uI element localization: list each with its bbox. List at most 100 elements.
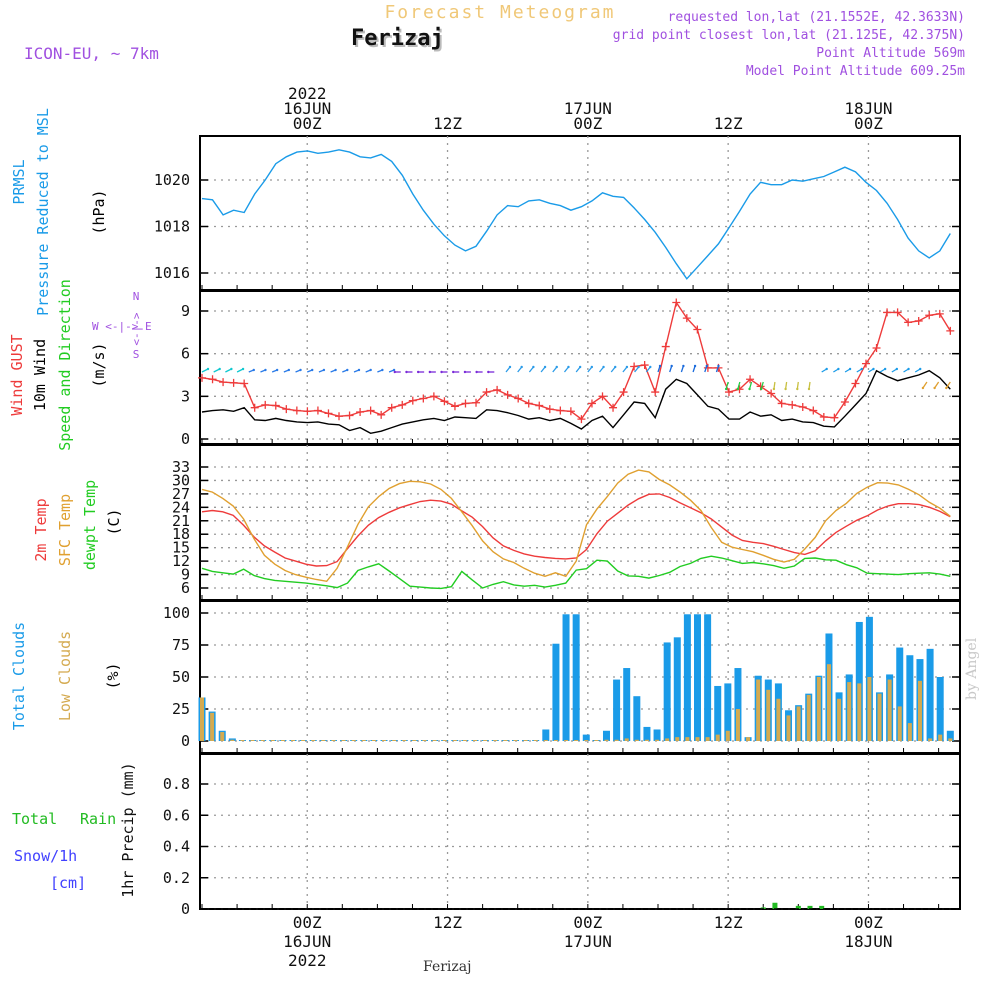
wind-arrow-head bbox=[649, 365, 652, 369]
gust-marker bbox=[208, 375, 217, 384]
wind-speed-direction-label: Speed and Direction bbox=[56, 279, 74, 451]
series-line-wind-gust bbox=[201, 300, 951, 421]
page-title: Forecast Meteogram bbox=[384, 2, 616, 23]
compass-south: S bbox=[133, 348, 140, 361]
gust-marker bbox=[619, 388, 628, 397]
gust-marker bbox=[366, 406, 375, 415]
bar-total-clouds bbox=[724, 683, 732, 741]
gust-marker bbox=[577, 415, 586, 424]
y-tick-label: 0.2 bbox=[163, 869, 190, 887]
y-tick-label: 30 bbox=[172, 471, 190, 489]
low-clouds-label: Low Clouds bbox=[56, 631, 74, 721]
wind-arrow-head bbox=[872, 367, 875, 371]
wind-arrow-head bbox=[921, 386, 925, 390]
time-label-bottom: 18JUN bbox=[844, 932, 892, 951]
wind-arrow-head bbox=[625, 365, 629, 369]
bar-low-clouds bbox=[655, 739, 660, 741]
bar-low-clouds bbox=[928, 738, 933, 741]
bar-low-clouds bbox=[220, 732, 225, 741]
wind-arrow-head bbox=[614, 365, 617, 369]
gust-marker bbox=[914, 316, 923, 325]
bar-low-clouds bbox=[857, 683, 862, 741]
compass-north: N bbox=[133, 290, 140, 303]
gust-marker bbox=[682, 314, 691, 323]
series-line-2m-temp bbox=[201, 493, 951, 567]
wind-arrow-head bbox=[369, 368, 372, 372]
gust-marker bbox=[904, 318, 913, 327]
bar-low-clouds bbox=[917, 680, 922, 741]
bar-low-clouds bbox=[291, 740, 296, 741]
gust-marker bbox=[303, 407, 312, 416]
bar-low-clouds bbox=[452, 740, 457, 741]
gust-marker bbox=[556, 406, 565, 415]
bar-low-clouds bbox=[604, 739, 609, 741]
bar-low-clouds bbox=[735, 709, 740, 741]
gust-marker bbox=[724, 388, 733, 397]
bar-low-clouds bbox=[948, 738, 953, 741]
gust-marker bbox=[798, 403, 807, 411]
gust-marker bbox=[819, 412, 828, 421]
bar-low-clouds bbox=[270, 740, 275, 741]
y-tick-label: 25 bbox=[172, 700, 190, 718]
gust-marker bbox=[777, 399, 786, 408]
wind-arrow-head bbox=[919, 367, 922, 371]
bar-total-clouds bbox=[623, 668, 631, 741]
gust-marker bbox=[219, 378, 228, 387]
series-line-sfc-temp bbox=[201, 469, 951, 583]
bar-total-clouds bbox=[906, 655, 914, 741]
time-label-bottom: 17JUN bbox=[564, 932, 612, 951]
bar-low-clouds bbox=[543, 740, 548, 741]
bar-low-clouds bbox=[614, 739, 619, 741]
gust-marker bbox=[408, 396, 417, 405]
y-tick-label: 0.8 bbox=[163, 775, 190, 793]
wind-arrow-head bbox=[796, 387, 799, 391]
bar-total-clouds bbox=[855, 621, 863, 741]
bar-low-clouds bbox=[705, 737, 710, 741]
bar-low-clouds bbox=[341, 740, 346, 741]
time-label-bottom: 2022 bbox=[288, 951, 327, 970]
gust-marker bbox=[313, 406, 322, 415]
model-altitude: Model Point Altitude 609.25m bbox=[745, 64, 965, 79]
bar-low-clouds bbox=[230, 739, 235, 741]
bar-low-clouds bbox=[412, 740, 417, 741]
bar-low-clouds bbox=[321, 740, 326, 741]
wind-arrow-head bbox=[860, 367, 863, 371]
panel-frame bbox=[199, 444, 961, 601]
precip-total-label: Total bbox=[12, 810, 57, 828]
bar-low-clouds bbox=[432, 740, 437, 741]
bar-low-clouds bbox=[644, 739, 649, 741]
bar-low-clouds bbox=[392, 740, 397, 741]
gust-marker bbox=[271, 401, 280, 410]
gust-marker bbox=[872, 343, 881, 352]
wind-direction-arrow bbox=[748, 381, 753, 390]
footer-location: Ferizaj bbox=[423, 959, 472, 975]
y-tick-label: 15 bbox=[172, 539, 190, 557]
requested-coords: requested lon,lat (21.1552E, 42.3633N) bbox=[667, 10, 965, 25]
bar-low-clouds bbox=[594, 740, 599, 741]
total-clouds-label: Total Clouds bbox=[10, 622, 28, 730]
bar-low-clouds bbox=[523, 740, 528, 741]
gust-marker bbox=[661, 342, 670, 351]
y-tick-label: 1018 bbox=[154, 218, 190, 236]
gust-marker bbox=[566, 407, 575, 416]
bar-rain bbox=[760, 907, 766, 909]
bar-low-clouds bbox=[200, 697, 204, 741]
gust-marker bbox=[524, 399, 533, 408]
wind-gust-label: Wind GUST bbox=[8, 334, 26, 415]
temp-unit-label: (C) bbox=[105, 508, 123, 535]
location-title: Ferizaj bbox=[351, 26, 444, 51]
gust-marker bbox=[609, 403, 618, 412]
bar-rain bbox=[772, 902, 778, 909]
wind-arrow-head bbox=[848, 367, 852, 371]
gust-marker bbox=[377, 410, 386, 419]
wind-arrow-head bbox=[945, 386, 948, 390]
gust-marker bbox=[640, 361, 649, 370]
bar-low-clouds bbox=[806, 694, 811, 741]
bar-low-clouds bbox=[897, 706, 902, 741]
wind-arrow-head bbox=[933, 386, 936, 390]
gust-marker bbox=[503, 390, 512, 399]
wind-arrow-head bbox=[334, 368, 337, 372]
bar-low-clouds bbox=[786, 715, 791, 741]
gust-marker bbox=[925, 311, 934, 320]
